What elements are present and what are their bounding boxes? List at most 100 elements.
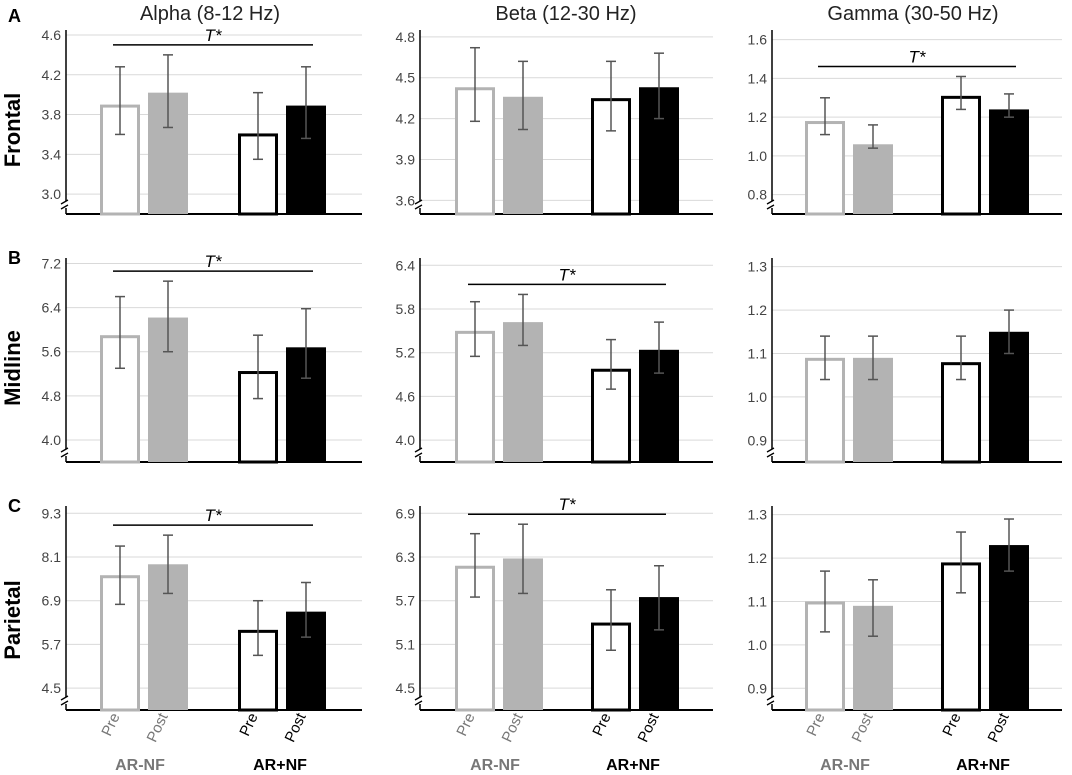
- panel-parietal-3: 0.9 1.0 1.1 1.2 1.3: [748, 506, 1062, 712]
- y-tick-label: 4.2: [42, 67, 62, 83]
- x-label-arnf-pre: Pre: [803, 711, 828, 739]
- bar-ar-nf-pre: [455, 330, 495, 464]
- axis-break-gap: [768, 201, 776, 208]
- y-tick-label: 4.0: [42, 432, 62, 448]
- y-tick-label: 8.1: [42, 549, 62, 565]
- axis-break-mark: [766, 199, 775, 210]
- y-tick-label: 3.4: [42, 146, 62, 162]
- panel-letter-c: C: [8, 496, 21, 516]
- y-tick-label: 4.6: [396, 388, 416, 404]
- panel-parietal-1: 4.5 5.7 6.9 8.1 9.3 T*: [42, 505, 362, 712]
- axis-break-mark: [766, 447, 775, 458]
- group-label-arnf: AR-NF: [115, 757, 165, 774]
- group-label-arpnf: AR+NF: [253, 757, 307, 774]
- axis-break-mark: [60, 447, 69, 458]
- y-tick-label: 0.9: [748, 680, 768, 696]
- y-tick-label: 4.0: [396, 432, 416, 448]
- y-tick-label: 4.2: [396, 111, 416, 127]
- x-label-arnf-pre: Pre: [98, 711, 123, 739]
- panel-parietal-2: 4.5 5.1 5.7 6.3 6.9 T*: [396, 495, 713, 712]
- axis-break-mark: [60, 199, 69, 210]
- panel-frontal-2: 3.6 3.9 4.2 4.5 4.8: [396, 29, 713, 216]
- column-title-beta: Beta (12-30 Hz): [495, 3, 636, 25]
- panel-frontal-1: 3.0 3.4 3.8 4.2 4.6 T*: [42, 26, 362, 216]
- y-tick-label: 3.0: [42, 186, 62, 202]
- axis-break-gap: [62, 697, 70, 704]
- y-tick-label: 6.4: [42, 300, 62, 316]
- axis-break-gap: [416, 697, 424, 704]
- axis-break-mark: [414, 447, 423, 458]
- y-tick-label: 1.2: [748, 550, 768, 566]
- y-tick-label: 4.5: [396, 680, 416, 696]
- column-title-alpha: Alpha (8-12 Hz): [140, 3, 280, 25]
- y-tick-label: 1.3: [748, 259, 768, 275]
- bar-ar-nf-pre: [941, 95, 981, 216]
- y-tick-label: 4.6: [42, 27, 62, 43]
- bar-ar-nf-post: [989, 545, 1029, 710]
- bar-ar-nf-pre: [591, 622, 631, 712]
- x-label-arnf-post: Post: [499, 710, 527, 745]
- y-tick-label: 6.9: [42, 593, 62, 609]
- y-tick-label: 5.6: [42, 344, 62, 360]
- y-tick-label: 6.9: [396, 505, 416, 521]
- y-tick-label: 5.1: [396, 636, 416, 652]
- x-label-arnf-post: Post: [144, 710, 172, 745]
- y-tick-label: 4.8: [396, 29, 416, 45]
- row-title-frontal: Frontal: [0, 93, 25, 168]
- y-tick-label: 5.2: [396, 345, 416, 361]
- bar-ar-nf-pre: [238, 133, 278, 216]
- group-label-arpnf: AR+NF: [606, 757, 660, 774]
- bar-ar-nf-post: [853, 144, 893, 214]
- axis-break-mark: [414, 199, 423, 210]
- y-tick-label: 4.5: [396, 70, 416, 86]
- y-tick-label: 4.5: [42, 680, 62, 696]
- axis-break-mark: [766, 695, 775, 706]
- axis-break-gap: [416, 201, 424, 208]
- y-tick-label: 5.8: [396, 301, 416, 317]
- row-title-parietal: Parietal: [0, 580, 25, 660]
- panels-layer: 3.0 3.4 3.8 4.2 4.6 T* 3.6 3.9 4.2 4.5 4.8 0.8 1.0 1.…: [42, 26, 1062, 712]
- column-title-gamma: Gamma (30-50 Hz): [827, 3, 998, 25]
- significance-label: T*: [559, 495, 577, 514]
- x-axis-labels-col-3: Pre Post Pre Post AR-NF AR+NF: [803, 710, 1013, 774]
- y-tick-label: 6.3: [396, 549, 416, 565]
- y-tick-label: 4.8: [42, 388, 62, 404]
- x-axis-labels-col-1: Pre Post Pre Post AR-NF AR+NF: [98, 710, 310, 774]
- y-tick-label: 5.7: [396, 593, 416, 609]
- panel-letter-b: B: [8, 248, 21, 268]
- y-tick-label: 3.8: [42, 107, 62, 123]
- y-tick-label: 0.9: [748, 432, 768, 448]
- axis-break-gap: [62, 201, 70, 208]
- axis-break-mark: [414, 695, 423, 706]
- panel-midline-3: 0.9 1.0 1.1 1.2 1.3: [748, 258, 1062, 464]
- bar-ar-nf-pre: [805, 121, 845, 216]
- y-tick-label: 7.2: [42, 256, 62, 272]
- x-label-arnf-pre: Pre: [453, 711, 478, 739]
- significance-label: T*: [205, 252, 223, 271]
- x-axis-labels-col-2: Pre Post Pre Post AR-NF AR+NF: [453, 710, 663, 774]
- axis-break-mark: [60, 695, 69, 706]
- y-tick-label: 1.1: [748, 345, 768, 361]
- y-tick-label: 1.2: [748, 109, 768, 125]
- significance-label: T*: [205, 26, 223, 45]
- y-tick-label: 3.6: [396, 192, 416, 208]
- significance-label: T*: [909, 47, 927, 66]
- bar-ar-nf-post: [989, 109, 1029, 214]
- y-tick-label: 0.8: [748, 187, 768, 203]
- y-tick-label: 1.0: [748, 389, 768, 405]
- axis-break-gap: [768, 449, 776, 456]
- y-tick-label: 1.0: [748, 637, 768, 653]
- y-tick-label: 1.3: [748, 507, 768, 523]
- panel-frontal-3: 0.8 1.0 1.2 1.4 1.6 T*: [748, 30, 1062, 216]
- axis-break-gap: [768, 697, 776, 704]
- x-label-arpnf-pre: Pre: [939, 711, 964, 739]
- row-title-midline: Midline: [0, 330, 25, 406]
- group-label-arnf: AR-NF: [470, 757, 520, 774]
- x-label-arpnf-post: Post: [985, 710, 1013, 745]
- y-tick-label: 3.9: [396, 151, 416, 167]
- significance-label: T*: [205, 506, 223, 525]
- bar-ar-nf-pre: [100, 104, 140, 216]
- y-tick-label: 5.7: [42, 636, 62, 652]
- group-label-arnf: AR-NF: [820, 757, 870, 774]
